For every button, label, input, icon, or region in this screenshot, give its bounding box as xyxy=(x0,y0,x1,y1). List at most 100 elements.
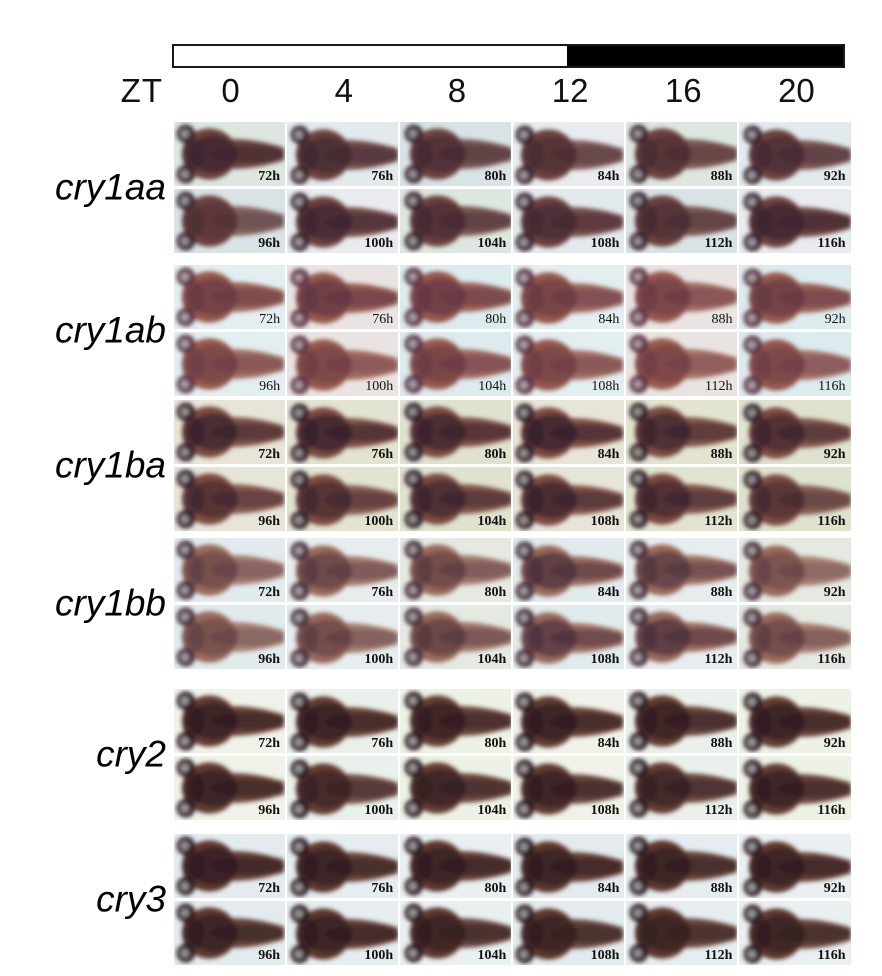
embryo-photo-svg xyxy=(400,756,512,820)
embryo-photo-svg xyxy=(626,332,738,396)
embryo-image: 112h xyxy=(626,605,738,669)
gene-label-cry1bb: cry1bb xyxy=(54,582,166,624)
timepoint-label: 116h xyxy=(817,948,846,963)
embryo-image: 96h xyxy=(174,901,286,965)
embryo-photo-svg xyxy=(174,605,286,669)
timepoint-label: 96h xyxy=(258,236,281,251)
embryo-photo-svg xyxy=(513,122,625,186)
embryo-image: 96h xyxy=(174,605,286,669)
timepoint-label: 76h xyxy=(371,169,394,184)
embryo-image: 76h xyxy=(287,834,399,898)
timepoint-label: 104h xyxy=(478,379,507,394)
embryo-image: 116h xyxy=(739,467,851,531)
embryo-photo-svg xyxy=(626,756,738,820)
timepoint-label: 72h xyxy=(258,736,281,751)
embryo-photo-svg xyxy=(400,834,512,898)
embryo-image: 116h xyxy=(739,756,851,820)
embryo-image: 92h xyxy=(739,400,851,464)
embryo-image: 96h xyxy=(174,189,286,253)
timepoint-label: 88h xyxy=(710,585,733,600)
embryo-image: 84h xyxy=(513,122,625,186)
embryo-image: 96h xyxy=(174,756,286,820)
embryo-photo-svg xyxy=(400,332,512,396)
embryo-photo-svg xyxy=(400,189,512,253)
timepoint-label: 72h xyxy=(258,447,281,462)
embryo-image: 80h xyxy=(400,834,512,898)
embryo-photo-svg xyxy=(626,189,738,253)
embryo-image: 108h xyxy=(513,189,625,253)
timepoint-label: 80h xyxy=(485,312,507,327)
embryo-image: 88h xyxy=(626,538,738,602)
embryo-image: 104h xyxy=(400,332,512,396)
embryo-photo-svg xyxy=(174,834,286,898)
embryo-image: 100h xyxy=(287,901,399,965)
embryo-photo-svg xyxy=(626,400,738,464)
timepoint-label: 96h xyxy=(258,803,281,818)
embryo-photo-svg xyxy=(174,189,286,253)
zt-axis-label: ZT xyxy=(120,72,163,109)
timepoint-label: 108h xyxy=(591,379,620,394)
timepoint-label: 84h xyxy=(597,585,620,600)
timepoint-label: 88h xyxy=(710,169,733,184)
embryo-photo-svg xyxy=(287,538,399,602)
timepoint-label: 96h xyxy=(258,948,281,963)
embryo-photo-svg xyxy=(174,538,286,602)
embryo-photo-svg xyxy=(739,605,851,669)
embryo-image: 80h xyxy=(400,689,512,753)
embryo-photo-svg xyxy=(626,689,738,753)
embryo-photo-svg xyxy=(513,265,625,329)
timepoint-label: 116h xyxy=(818,379,846,394)
embryo-image: 100h xyxy=(287,756,399,820)
embryo-photo-svg xyxy=(174,332,286,396)
zt-tick: 8 xyxy=(447,72,467,109)
timepoint-label: 92h xyxy=(823,447,846,462)
embryo-image: 108h xyxy=(513,756,625,820)
timepoint-label: 96h xyxy=(259,379,281,394)
embryo-photo-svg xyxy=(400,538,512,602)
embryo-image: 104h xyxy=(400,756,512,820)
gene-label-cry3: cry3 xyxy=(96,878,166,920)
embryo-image: 104h xyxy=(400,467,512,531)
embryo-image: 84h xyxy=(513,265,625,329)
embryo-photo-svg xyxy=(400,605,512,669)
timepoint-label: 92h xyxy=(824,312,846,327)
embryo-photo-svg xyxy=(513,834,625,898)
timepoint-label: 80h xyxy=(484,585,507,600)
embryo-photo-svg xyxy=(287,122,399,186)
embryo-photo-svg xyxy=(174,756,286,820)
embryo-photo-svg xyxy=(513,605,625,669)
embryo-image: 72h xyxy=(174,400,286,464)
embryo-photo-svg xyxy=(513,756,625,820)
timepoint-label: 84h xyxy=(597,169,620,184)
embryo-photo-svg xyxy=(513,689,625,753)
embryo-image: 92h xyxy=(739,122,851,186)
timepoint-label: 92h xyxy=(823,881,846,896)
timepoint-label: 96h xyxy=(258,514,281,529)
embryo-image: 76h xyxy=(287,400,399,464)
embryo-image: 84h xyxy=(513,400,625,464)
zt-tick: 0 xyxy=(221,72,240,109)
embryo-image: 108h xyxy=(513,605,625,669)
embryo-photo-svg xyxy=(626,834,738,898)
embryo-photo-svg xyxy=(287,265,399,329)
timepoint-label: 116h xyxy=(817,236,846,251)
timepoint-label: 84h xyxy=(597,881,620,896)
embryo-photo-svg xyxy=(400,265,512,329)
embryo-photo-svg xyxy=(174,265,286,329)
timepoint-label: 108h xyxy=(590,236,620,251)
embryo-image: 84h xyxy=(513,834,625,898)
embryo-image: 92h xyxy=(739,538,851,602)
embryo-photo-svg xyxy=(287,400,399,464)
embryo-photo-svg xyxy=(739,901,851,965)
timepoint-label: 104h xyxy=(477,652,507,667)
timepoint-label: 112h xyxy=(704,514,733,529)
embryo-photo-svg xyxy=(739,689,851,753)
timepoint-label: 112h xyxy=(704,652,733,667)
timepoint-label: 104h xyxy=(477,236,507,251)
zt-tick-row: 0 4 8 12 16 20 xyxy=(174,72,853,110)
embryo-image: 100h xyxy=(287,189,399,253)
embryo-image: 100h xyxy=(287,467,399,531)
embryo-photo-svg xyxy=(513,332,625,396)
timepoint-label: 96h xyxy=(258,652,281,667)
embryo-photo-svg xyxy=(739,332,851,396)
